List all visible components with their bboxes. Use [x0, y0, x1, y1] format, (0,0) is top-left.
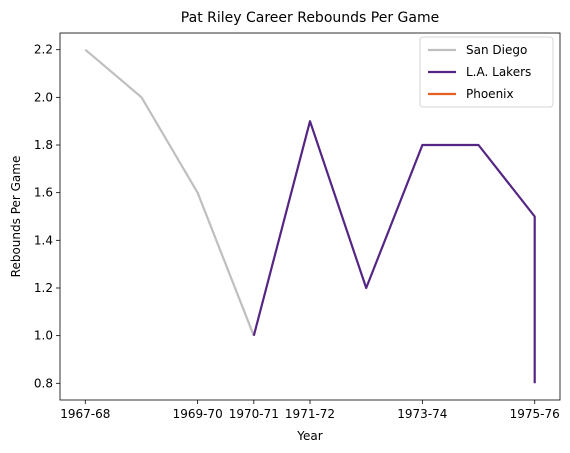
series-line-1 — [252, 120, 536, 384]
x-tick-label: 1971-72 — [285, 407, 335, 421]
legend-entry: San Diego — [466, 43, 527, 57]
y-axis-label: Rebounds Per Game — [9, 156, 23, 278]
x-tick-label: 1967-68 — [60, 407, 110, 421]
y-tick-label: 0.8 — [34, 376, 53, 390]
y-tick-label: 1.2 — [34, 281, 53, 295]
x-tick-label: 1973-74 — [397, 407, 447, 421]
y-tick-label: 1.6 — [34, 186, 53, 200]
chart-title: Pat Riley Career Rebounds Per Game — [181, 10, 439, 26]
plot-lines — [84, 48, 536, 384]
legend-entry: L.A. Lakers — [466, 65, 531, 79]
x-tick-label: 1970-71 — [229, 407, 279, 421]
y-tick-label: 2.2 — [34, 43, 53, 57]
y-tick-label: 2.0 — [34, 90, 53, 104]
legend-box — [419, 36, 554, 108]
x-axis-label: Year — [296, 429, 322, 443]
y-axis: 0.8 1.0 1.2 1.4 1.6 1.8 2.0 2.2 — [34, 43, 60, 390]
y-tick-label: 1.0 — [34, 329, 53, 343]
legend: San Diego L.A. Lakers Phoenix — [419, 36, 554, 108]
legend-entry: Phoenix — [466, 87, 514, 101]
x-axis: 1967-68 1969-70 1970-71 1971-72 1973-74 1975-… — [60, 400, 560, 421]
y-tick-label: 1.8 — [34, 138, 53, 152]
x-tick-label: 1969-70 — [173, 407, 223, 421]
x-tick-label: 1975-76 — [510, 407, 560, 421]
series-line-0 — [84, 48, 255, 337]
y-tick-label: 1.4 — [34, 233, 53, 247]
